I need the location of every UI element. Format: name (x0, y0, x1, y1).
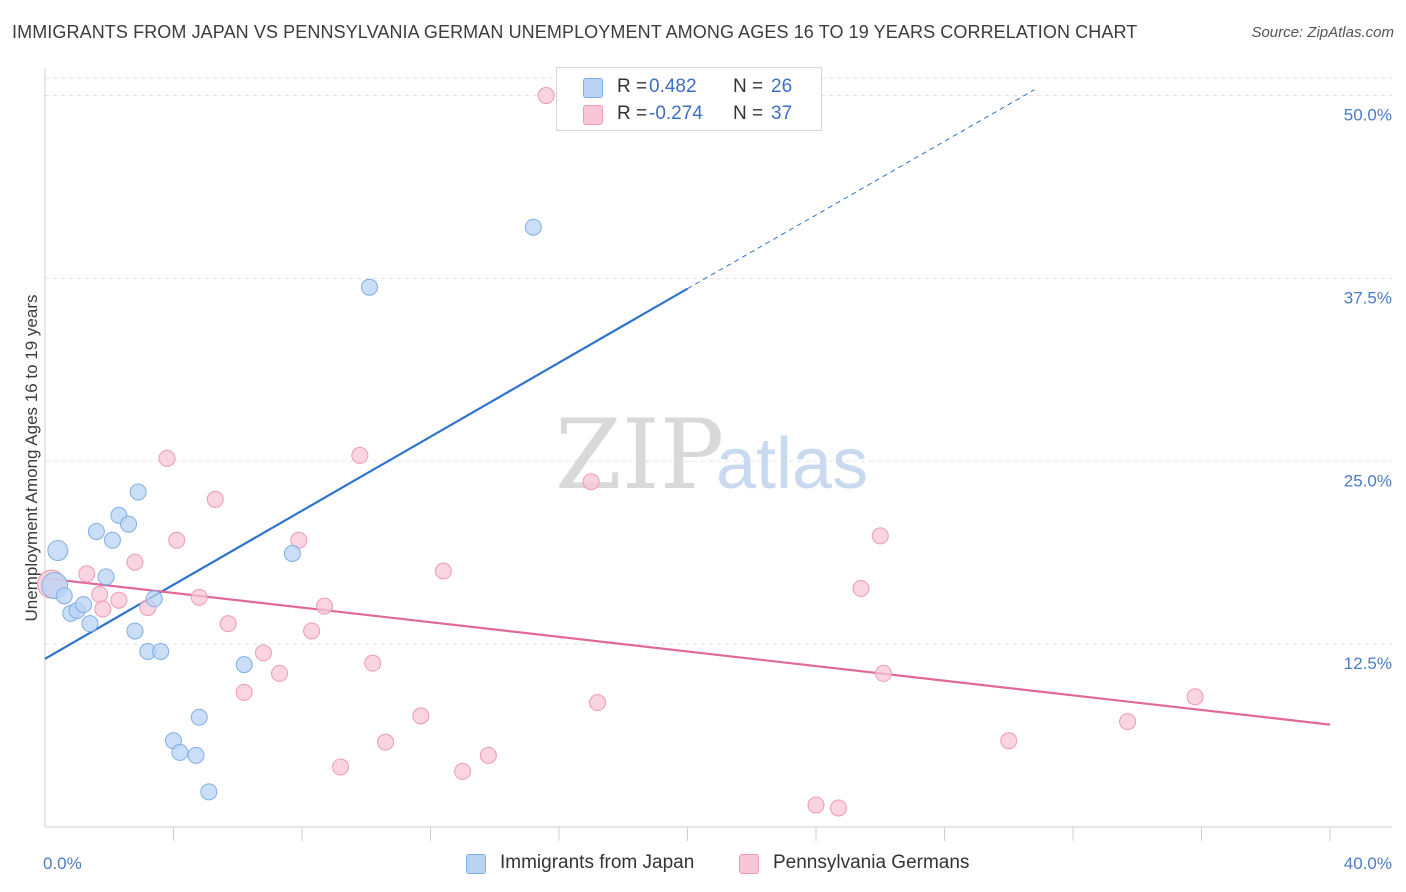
pennsylvania-point (235, 683, 253, 701)
pennsylvania-point (206, 490, 224, 508)
japan-point (87, 522, 105, 540)
pennsylvania-point (271, 664, 289, 682)
pennsylvania-point (871, 527, 889, 545)
japan-point (81, 615, 99, 633)
pennsylvania-point (219, 615, 237, 633)
japan-point (524, 218, 542, 236)
japan-point (152, 642, 170, 660)
x-tick-label: 0.0% (43, 854, 82, 873)
chart-title: IMMIGRANTS FROM JAPAN VS PENNSYLVANIA GE… (12, 22, 1138, 42)
japan-point (171, 743, 189, 761)
japan-point (103, 531, 121, 549)
grid-lines (45, 77, 1392, 645)
tick-labels: 12.5% 25.0% 37.5% 50.0% 0.0% 40.0% (43, 106, 1392, 873)
bottom-legend-swatch-pennsylvania (739, 854, 759, 874)
pennsylvania-point (303, 622, 321, 640)
japan-point (283, 544, 301, 562)
pennsylvania-point (364, 654, 382, 672)
legend-swatch-japan (583, 78, 603, 98)
watermark-atlas: atlas (716, 424, 868, 504)
japan-point (120, 515, 138, 533)
japan-point (360, 278, 378, 296)
y-axis-label: Unemployment Among Ages 16 to 19 years (22, 295, 41, 622)
pennsylvania-point (454, 762, 472, 780)
pennsylvania-point (168, 531, 186, 549)
legend-n-label: N = (733, 76, 764, 97)
legend-n-label: N = (733, 103, 764, 124)
pennsylvania-point (377, 733, 395, 751)
pennsylvania-point (351, 446, 369, 464)
japan-point (47, 540, 69, 562)
pennsylvania-point (1186, 688, 1204, 706)
japan-point (97, 568, 115, 586)
japan-point (190, 708, 208, 726)
legend-n-value: 26 (771, 76, 793, 97)
pennsylvania-point (110, 591, 128, 609)
pennsylvania-point (537, 87, 555, 105)
y-tick-label: 25.0% (1344, 471, 1392, 490)
pennsylvania-trend-line (44, 577, 1331, 726)
pennsylvania-point (874, 664, 892, 682)
japan-point (129, 483, 147, 501)
japan-point (145, 590, 163, 608)
watermark-zip: ZIP (555, 399, 724, 511)
pennsylvania-point (332, 758, 350, 776)
legend-r-value: 0.482 (649, 76, 697, 97)
legend-row-japan: R = 0.482 N = 26 (557, 72, 821, 102)
y-tick-label: 50.0% (1344, 106, 1392, 125)
japan-point (200, 783, 218, 801)
pennsylvania-point (1000, 732, 1018, 750)
legend-row-pennsylvania: R = -0.274 N = 37 (557, 99, 821, 129)
pennsylvania-point (158, 449, 176, 467)
y-tick-label: 37.5% (1344, 288, 1392, 307)
data-points (36, 87, 1204, 817)
pennsylvania-point (589, 694, 607, 712)
legend-r-label: R = (617, 76, 648, 97)
japan-trend-extension (687, 89, 1035, 290)
bottom-legend: Immigrants from Japan Pennsylvania Germa… (0, 852, 1406, 878)
bottom-legend-label-pennsylvania: Pennsylvania Germans (773, 852, 970, 873)
source-label: Source: ZipAtlas.com (1251, 24, 1394, 41)
x-tick-label: 40.0% (1344, 854, 1392, 873)
pennsylvania-point (190, 588, 208, 606)
y-tick-label: 12.5% (1344, 654, 1392, 673)
pennsylvania-point (412, 707, 430, 725)
pennsylvania-point (1119, 713, 1137, 731)
legend-n-value: 37 (771, 103, 793, 124)
legend-r-label: R = (617, 103, 648, 124)
watermark: ZIP atlas (555, 399, 868, 511)
pennsylvania-point (852, 580, 870, 598)
pennsylvania-point (829, 799, 847, 817)
japan-point (235, 656, 253, 674)
legend-r-value: -0.274 (649, 103, 703, 124)
pennsylvania-point (94, 600, 112, 618)
legend-swatch-pennsylvania (583, 105, 603, 125)
japan-point (75, 596, 93, 614)
pennsylvania-point (434, 562, 452, 580)
japan-point (126, 622, 144, 640)
pennsylvania-point (91, 585, 109, 603)
bottom-legend-label-japan: Immigrants from Japan (500, 852, 695, 873)
bottom-legend-swatch-japan (466, 854, 486, 874)
pennsylvania-point (126, 553, 144, 571)
pennsylvania-point (315, 597, 333, 615)
legend-box: R = 0.482 N = 26 R = -0.274 N = 37 (556, 67, 822, 131)
japan-point (187, 746, 205, 764)
japan-point (55, 587, 73, 605)
axes (44, 68, 1392, 841)
pennsylvania-point (78, 565, 96, 583)
pennsylvania-point (479, 746, 497, 764)
pennsylvania-point (807, 796, 825, 814)
pennsylvania-point (582, 473, 600, 491)
pennsylvania-point (254, 644, 272, 662)
